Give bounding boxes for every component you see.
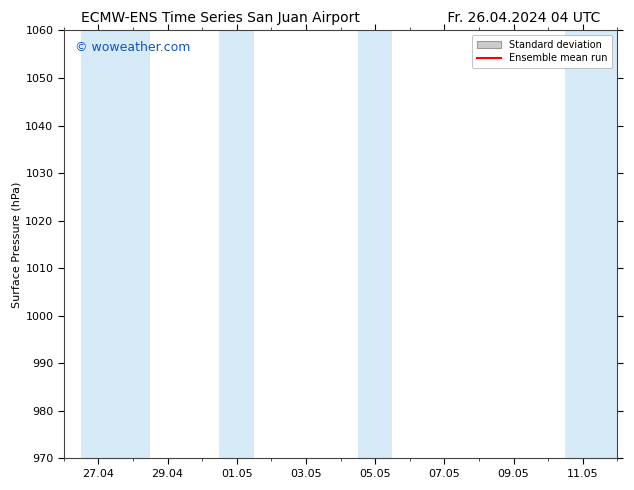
Text: © woweather.com: © woweather.com [75, 41, 190, 54]
Bar [219, 30, 254, 459]
Bar [566, 30, 618, 459]
Legend: Standard deviation, Ensemble mean run: Standard deviation, Ensemble mean run [472, 35, 612, 68]
Title: ECMW-ENS Time Series San Juan Airport                    Fr. 26.04.2024 04 UTC: ECMW-ENS Time Series San Juan Airport Fr… [81, 11, 600, 25]
Y-axis label: Surface Pressure (hPa): Surface Pressure (hPa) [11, 181, 21, 308]
Bar [81, 30, 150, 459]
Bar [358, 30, 392, 459]
